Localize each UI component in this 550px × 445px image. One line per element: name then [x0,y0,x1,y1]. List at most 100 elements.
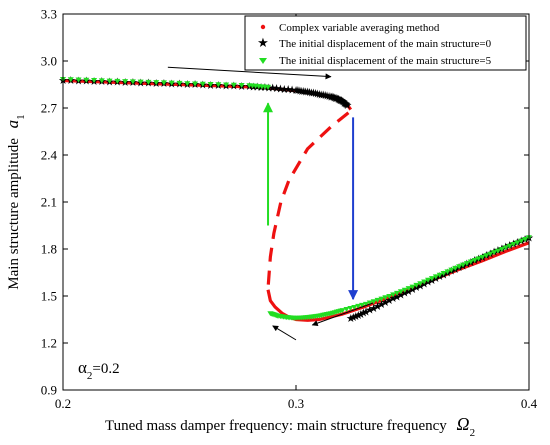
point-disp5 [487,251,494,257]
point-disp0: ★ [252,82,262,94]
point-disp0: ★ [307,87,317,99]
point-disp5 [153,80,160,86]
point-disp5 [83,77,90,83]
point-disp5 [463,261,470,267]
y-tick-label: 1.8 [41,242,57,257]
point-disp0: ★ [335,94,345,106]
legend-box [244,15,527,71]
point-disp5 [405,286,412,292]
y-tick-label: 1.2 [41,336,57,351]
legend-entry-complex: Complex variable averaging method [260,22,440,34]
point-disp5 [223,82,230,88]
point-disp5 [160,80,167,86]
y-tick-label: 2.7 [41,101,58,116]
point-disp5 [207,81,214,87]
point-disp5 [343,307,350,313]
point-disp0: ★ [396,289,406,301]
point-disp0: ★ [328,92,338,104]
y-tick-label: 1.5 [41,289,57,304]
y-tick-label: 0.9 [41,383,57,398]
point-disp5 [413,282,420,288]
point-disp5 [114,78,121,84]
point-disp0: ★ [287,85,297,97]
point-disp5 [106,78,113,84]
point-disp5 [417,281,424,287]
point-disp5 [518,238,525,244]
point-disp0: ★ [388,293,398,305]
point-disp0: ★ [305,87,315,99]
point-disp0: ★ [356,309,366,321]
point-disp5 [522,236,529,242]
legend-entry-disp5: The initial displacement of the main str… [259,55,492,67]
point-disp5 [452,265,459,271]
legend-marker-blue-star: ★ [257,35,269,50]
point-disp0: ★ [358,308,368,320]
point-disp0: ★ [337,96,347,108]
point-disp0: ★ [318,90,328,102]
series-complex-branch-1 [266,111,350,289]
point-disp0: ★ [342,99,352,111]
point-disp0: ★ [408,284,418,296]
point-disp5 [355,303,362,309]
point-disp5 [67,77,74,83]
point-disp0: ★ [404,286,414,298]
point-disp0: ★ [369,303,379,315]
point-disp0: ★ [299,86,309,98]
point-disp5 [215,82,222,88]
point-disp0: ★ [324,91,334,103]
point-disp5 [184,81,191,87]
point-disp5 [238,83,245,89]
point-disp0: ★ [400,288,410,300]
point-disp0: ★ [248,81,258,93]
point-disp5 [374,297,381,303]
point-disp0: ★ [333,94,343,106]
point-disp0: ★ [279,84,289,96]
y-tick-label: 3.0 [41,54,57,69]
x-tick-label: 0.3 [288,396,304,411]
point-disp0: ★ [320,90,330,102]
point-disp5 [409,284,416,290]
point-disp5 [347,306,354,312]
point-disp0: ★ [283,84,293,96]
point-disp0: ★ [301,86,311,98]
point-disp5 [467,259,474,265]
point-disp5 [382,295,389,301]
point-disp0: ★ [351,311,361,323]
point-disp0: ★ [365,305,375,317]
point-disp5 [359,302,366,308]
point-disp5 [428,276,435,282]
point-disp0: ★ [268,83,278,95]
legend-label-disp0: The initial displacement of the main str… [279,38,492,50]
point-disp5 [483,253,490,259]
point-disp0: ★ [338,96,348,108]
point-disp0: ★ [373,301,383,313]
point-disp5 [440,271,447,277]
x-axis-label: Tuned mass damper frequency: main struct… [105,414,475,439]
point-disp0: ★ [293,85,303,97]
point-disp5 [362,301,369,307]
y-tick-label: 2.1 [41,195,57,210]
point-disp0: ★ [322,90,332,102]
y-tick-label: 3.3 [41,7,57,22]
point-disp5 [475,256,482,262]
point-disp0: ★ [335,95,345,107]
point-disp5 [91,78,98,84]
point-disp5 [502,245,509,251]
point-disp5 [397,289,404,295]
point-disp5 [122,79,129,85]
legend-label-complex: Complex variable averaging method [279,22,440,34]
point-disp5 [176,80,183,86]
legend-marker-green-triangle [259,58,267,64]
point-disp0: ★ [272,83,282,95]
point-disp5 [168,80,175,86]
point-disp5 [494,248,501,254]
point-disp0: ★ [297,86,307,98]
x-tick-label: 0.2 [55,396,71,411]
point-disp5 [265,84,272,90]
point-disp0: ★ [291,85,301,97]
arrow-4 [272,325,297,341]
y-tick-label: 2.4 [41,148,58,163]
point-disp5 [506,243,513,249]
point-disp0: ★ [336,95,346,107]
